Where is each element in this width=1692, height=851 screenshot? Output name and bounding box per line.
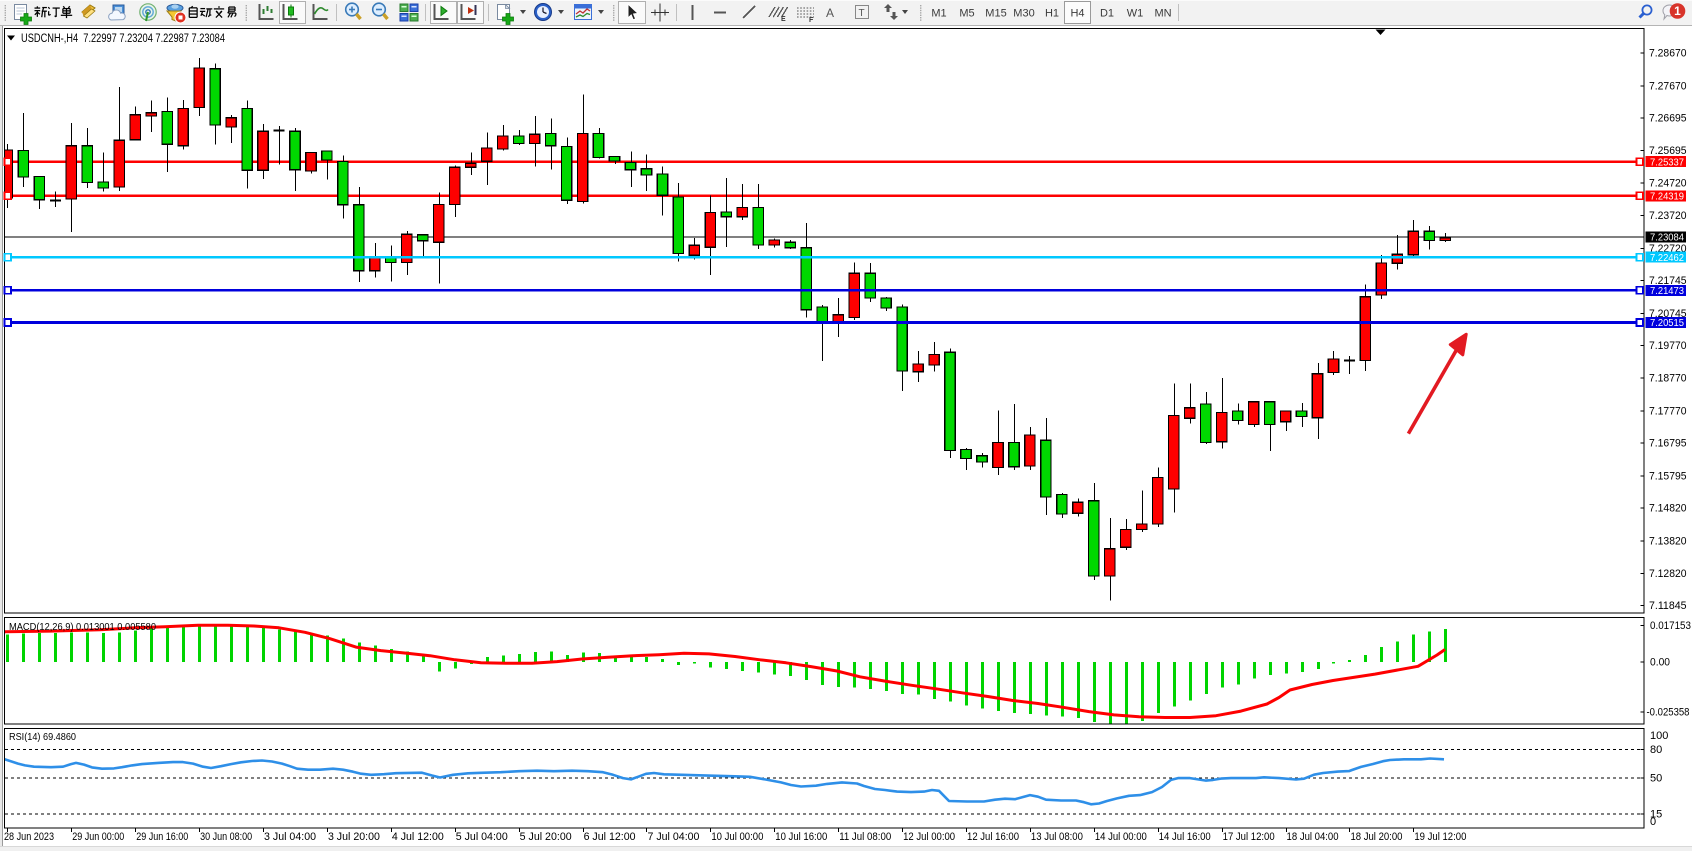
svg-text:14 Jul 00:00: 14 Jul 00:00 — [1095, 831, 1147, 843]
svg-text:50: 50 — [1650, 772, 1662, 784]
svg-text:7.19770: 7.19770 — [1649, 340, 1687, 352]
svg-text:18 Jul 04:00: 18 Jul 04:00 — [1287, 831, 1339, 843]
svg-text:7.18770: 7.18770 — [1649, 373, 1687, 385]
svg-text:100: 100 — [1650, 730, 1668, 742]
svg-text:29 Jun 16:00: 29 Jun 16:00 — [136, 831, 188, 843]
svg-text:3 Jul 04:00: 3 Jul 04:00 — [264, 831, 316, 843]
svg-text:7.20745: 7.20745 — [1649, 308, 1687, 320]
svg-text:28 Jun 2023: 28 Jun 2023 — [4, 831, 54, 843]
svg-text:M1: M1 — [931, 8, 946, 20]
svg-text:F: F — [809, 17, 814, 24]
svg-text:M5: M5 — [959, 8, 974, 20]
svg-text:7.13820: 7.13820 — [1649, 535, 1687, 547]
svg-text:0.00: 0.00 — [1650, 657, 1670, 669]
svg-text:14 Jul 16:00: 14 Jul 16:00 — [1159, 831, 1211, 843]
svg-text:MACD(12,26,9) 0.013001 0.00558: MACD(12,26,9) 0.013001 0.005580 — [9, 621, 156, 633]
svg-text:7.15795: 7.15795 — [1649, 471, 1687, 483]
svg-text:M15: M15 — [985, 8, 1006, 20]
svg-text:7.25695: 7.25695 — [1649, 145, 1687, 157]
svg-text:0.017153: 0.017153 — [1650, 620, 1691, 632]
svg-text:7.25337: 7.25337 — [1650, 156, 1684, 168]
svg-text:RSI(14) 69.4860: RSI(14) 69.4860 — [9, 731, 76, 743]
svg-text:10 Jul 00:00: 10 Jul 00:00 — [711, 831, 763, 843]
svg-text:5 Jul 20:00: 5 Jul 20:00 — [520, 831, 572, 843]
svg-text:7.12820: 7.12820 — [1649, 568, 1687, 580]
svg-text:7.24720: 7.24720 — [1649, 177, 1687, 189]
svg-text:-0.025358: -0.025358 — [1647, 707, 1690, 719]
svg-text:T: T — [859, 8, 865, 19]
svg-text:7.27670: 7.27670 — [1649, 80, 1687, 92]
svg-text:MN: MN — [1154, 8, 1171, 20]
svg-text:7.11845: 7.11845 — [1649, 600, 1687, 612]
svg-text:80: 80 — [1650, 744, 1662, 756]
svg-text:7.22462: 7.22462 — [1650, 252, 1684, 264]
svg-text:0: 0 — [1650, 816, 1656, 828]
svg-text:W1: W1 — [1127, 8, 1144, 20]
svg-text:13 Jul 08:00: 13 Jul 08:00 — [1031, 831, 1083, 843]
svg-text:7.21745: 7.21745 — [1649, 275, 1687, 287]
svg-text:7.21473: 7.21473 — [1650, 285, 1684, 297]
svg-text:7.28670: 7.28670 — [1649, 48, 1687, 60]
svg-text:15: 15 — [1650, 809, 1662, 821]
svg-text:USDCNH-,H4 7.22997 7.23204 7.: USDCNH-,H4 7.22997 7.23204 7.22987 7.230… — [21, 33, 225, 45]
svg-text:6 Jul 12:00: 6 Jul 12:00 — [584, 831, 636, 843]
svg-text:7.20515: 7.20515 — [1650, 317, 1684, 329]
svg-text:H4: H4 — [1070, 8, 1084, 20]
svg-text:19 Jul 12:00: 19 Jul 12:00 — [1414, 831, 1466, 843]
svg-text:29 Jun 00:00: 29 Jun 00:00 — [72, 831, 124, 843]
svg-text:H1: H1 — [1045, 8, 1059, 20]
svg-text:17 Jul 12:00: 17 Jul 12:00 — [1223, 831, 1275, 843]
svg-text:7 Jul 04:00: 7 Jul 04:00 — [647, 831, 699, 843]
svg-text:7.14820: 7.14820 — [1649, 503, 1687, 515]
svg-text:3 Jul 20:00: 3 Jul 20:00 — [328, 831, 380, 843]
svg-text:12 Jul 00:00: 12 Jul 00:00 — [903, 831, 955, 843]
svg-text:M30: M30 — [1013, 8, 1034, 20]
svg-text:7.24319: 7.24319 — [1650, 190, 1684, 202]
svg-text:7.26695: 7.26695 — [1649, 112, 1687, 124]
svg-text:4 Jul 12:00: 4 Jul 12:00 — [392, 831, 444, 843]
svg-text:30 Jun 08:00: 30 Jun 08:00 — [200, 831, 252, 843]
svg-text:7.16795: 7.16795 — [1649, 438, 1687, 450]
svg-text:7.17770: 7.17770 — [1649, 406, 1687, 418]
svg-text:7.23084: 7.23084 — [1650, 231, 1684, 243]
svg-text:11 Jul 08:00: 11 Jul 08:00 — [839, 831, 891, 843]
svg-text:E: E — [781, 16, 786, 23]
svg-text:1: 1 — [1674, 4, 1681, 18]
svg-text:5 Jul 04:00: 5 Jul 04:00 — [456, 831, 508, 843]
svg-text:18 Jul 20:00: 18 Jul 20:00 — [1350, 831, 1402, 843]
svg-text:12 Jul 16:00: 12 Jul 16:00 — [967, 831, 1019, 843]
svg-text:10 Jul 16:00: 10 Jul 16:00 — [775, 831, 827, 843]
svg-text:D1: D1 — [1100, 8, 1114, 20]
svg-text:7.23720: 7.23720 — [1649, 210, 1687, 222]
svg-text:A: A — [826, 6, 834, 20]
